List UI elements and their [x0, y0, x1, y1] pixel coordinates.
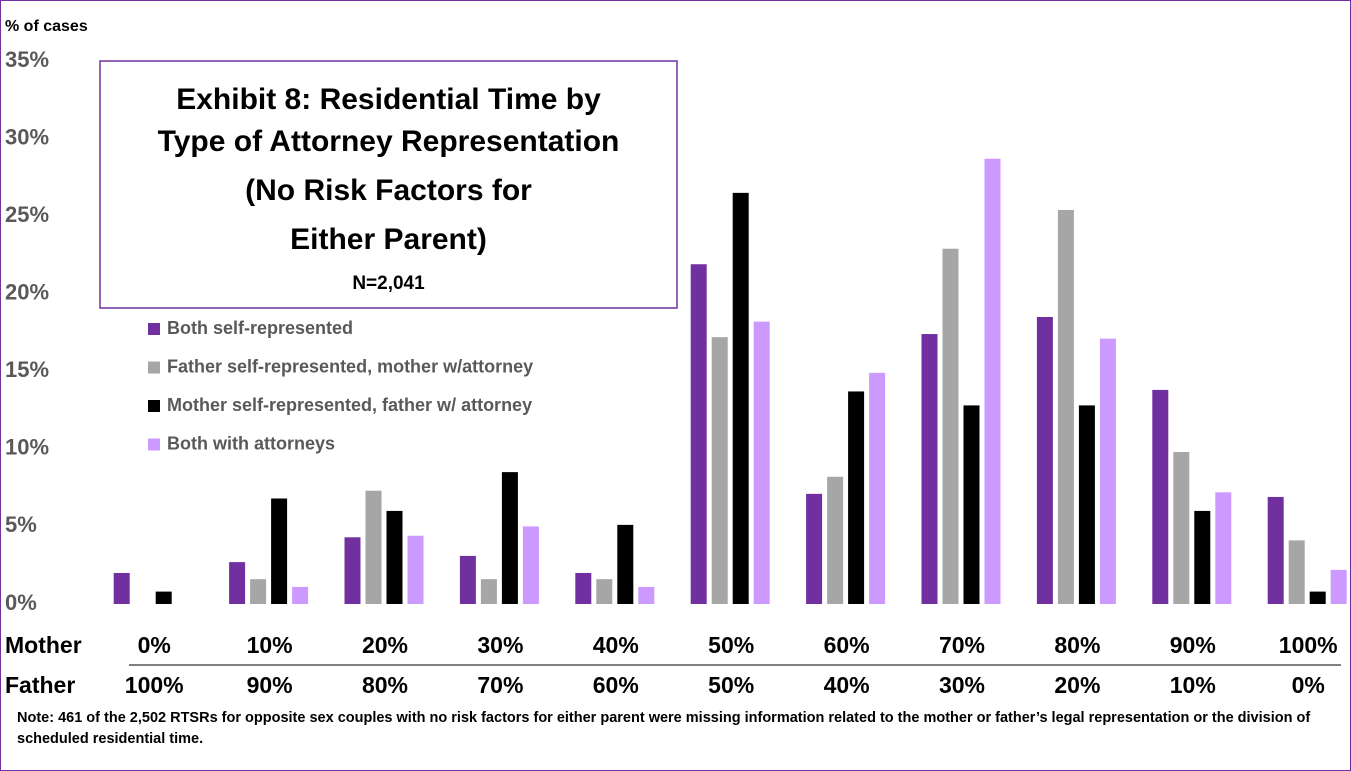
bar — [690, 264, 707, 604]
legend-label: Mother self-represented, father w/ attor… — [167, 395, 532, 415]
y-tick-label: 35% — [5, 47, 49, 72]
chart-title: Either Parent) — [290, 223, 487, 256]
bar — [1267, 496, 1284, 604]
x-tick-label: 100% — [1279, 632, 1338, 658]
bar — [827, 476, 844, 604]
x-tick-label: 80% — [1054, 632, 1100, 658]
bar — [344, 537, 361, 604]
x-tick-label: 20% — [362, 632, 408, 658]
bar — [638, 586, 655, 604]
bar — [1152, 389, 1169, 604]
x-tick-label: 60% — [593, 672, 639, 698]
x-tick-label: 80% — [362, 672, 408, 698]
bar — [1099, 338, 1116, 604]
bar — [407, 535, 424, 604]
legend-swatch — [148, 361, 160, 374]
bar — [1173, 451, 1190, 604]
bar — [292, 586, 309, 604]
bar — [155, 591, 172, 604]
bar — [501, 472, 518, 604]
x-tick-label: 10% — [1170, 672, 1216, 698]
x-tick-label: 40% — [593, 632, 639, 658]
bar — [522, 526, 539, 604]
bar — [365, 490, 382, 604]
legend-swatch — [148, 438, 160, 451]
y-tick-label: 20% — [5, 280, 49, 305]
x-tick-label: 100% — [125, 672, 184, 698]
title-box — [99, 60, 678, 309]
y-tick-label: 10% — [5, 435, 49, 460]
bar — [921, 334, 938, 604]
legend-swatch — [148, 400, 160, 412]
bar — [386, 510, 403, 604]
bar — [617, 524, 634, 604]
y-axis-label: % of cases — [5, 18, 88, 35]
y-tick-label: 25% — [5, 202, 49, 227]
bar — [271, 498, 288, 604]
x-tick-label: 90% — [1170, 632, 1216, 658]
y-tick-label: 0% — [5, 590, 37, 615]
bar — [596, 579, 613, 604]
bar — [250, 579, 267, 604]
bar — [1215, 492, 1232, 604]
bar — [1194, 510, 1211, 604]
x-tick-label: 90% — [247, 672, 293, 698]
row-label: Mother — [5, 632, 82, 658]
y-tick-label: 30% — [5, 124, 49, 149]
row-label: Father — [5, 672, 75, 698]
bar — [575, 572, 592, 604]
x-tick-label: 30% — [939, 672, 985, 698]
bar — [229, 562, 246, 604]
x-tick-label: 20% — [1054, 672, 1100, 698]
x-tick-label: 0% — [138, 632, 171, 658]
bar — [480, 579, 497, 604]
legend-swatch — [148, 323, 160, 335]
bar — [848, 391, 865, 604]
bar — [1036, 316, 1053, 604]
note: Note: 461 of the 2,502 RTSRs for opposit… — [17, 710, 1311, 747]
bar — [113, 572, 130, 604]
chart-title: (No Risk Factors for — [245, 174, 532, 207]
y-tick-label: 15% — [5, 357, 49, 382]
y-tick-label: 5% — [5, 512, 37, 537]
x-tick-label: 10% — [247, 632, 293, 658]
bar — [459, 555, 476, 604]
x-tick-label: 0% — [1292, 672, 1325, 698]
bar — [942, 248, 959, 605]
x-tick-label: 70% — [477, 672, 523, 698]
legend-label: Father self-represented, mother w/attorn… — [167, 356, 533, 376]
bar — [1078, 405, 1095, 604]
bar — [963, 405, 980, 604]
x-tick-label: 30% — [477, 632, 523, 658]
chart-title: Exhibit 8: Residential Time by — [176, 83, 601, 116]
bar — [753, 321, 770, 604]
legend-label: Both self-represented — [167, 318, 353, 338]
x-tick-label: 50% — [708, 632, 754, 658]
legend-label: Both with attorneys — [167, 433, 335, 453]
bar — [732, 192, 749, 604]
bar — [1057, 209, 1074, 605]
bar — [711, 337, 728, 604]
x-tick-label: 60% — [824, 632, 870, 658]
bar — [1330, 569, 1347, 604]
bar — [806, 493, 823, 604]
bar — [984, 158, 1001, 605]
bar — [1288, 540, 1305, 604]
chart-subtitle: N=2,041 — [352, 273, 425, 294]
x-tick-label: 40% — [824, 672, 870, 698]
x-tick-label: 70% — [939, 632, 985, 658]
bar — [869, 372, 886, 604]
x-tick-label: 50% — [708, 672, 754, 698]
bar — [1309, 591, 1326, 604]
chart-title: Type of Attorney Representation — [158, 125, 620, 158]
